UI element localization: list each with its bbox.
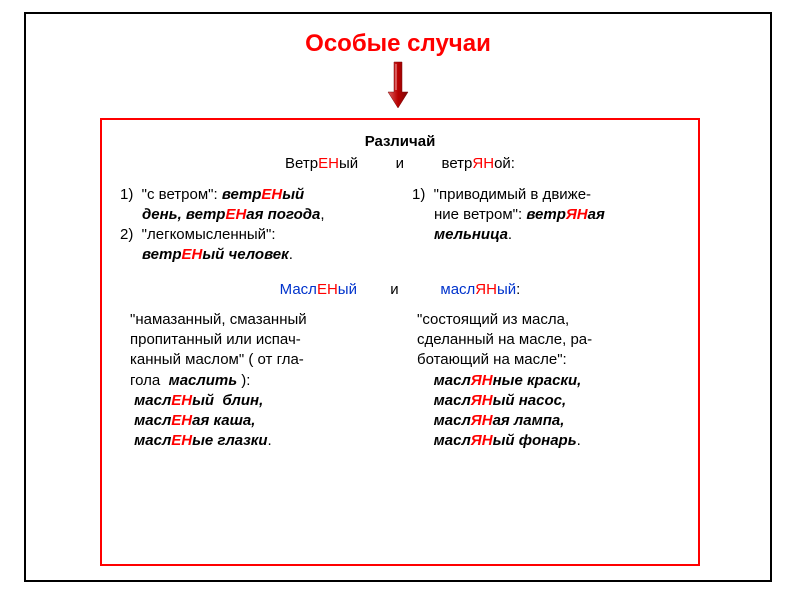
- s2-conj: и: [390, 281, 398, 298]
- s2-right-pre: масл: [440, 281, 475, 298]
- s2r-1: "состоящий из масла,: [417, 310, 680, 330]
- section1-header: Различай: [120, 132, 680, 152]
- s2r-5: маслЯНый насос,: [417, 391, 680, 411]
- s2l-5: маслЕНый блин,: [130, 391, 393, 411]
- s1-right-pre: ветр: [442, 155, 473, 172]
- s1l-line3: 2) "легкомысленный":: [120, 225, 388, 245]
- s2r-6: маслЯНая лампа,: [417, 411, 680, 431]
- s1-right-post: ой: [494, 155, 511, 172]
- s2l-1: "намазанный, смазанный: [130, 310, 393, 330]
- s1r-line2: ние ветром": ветрЯНая: [412, 205, 680, 225]
- s1r-line1: 1) "приводимый в движе-: [412, 185, 680, 205]
- s2l-7: маслЕНые глазки.: [130, 431, 393, 451]
- section2-cols: "намазанный, смазанный пропитанный или и…: [120, 310, 680, 452]
- content-box: Различай ВетрЕНый и ветрЯНой: 1) "с ветр…: [100, 118, 700, 566]
- section1-cols: 1) "с ветром": ветрЕНый день, ветрЕНая п…: [120, 185, 680, 266]
- s2-left-pre: Масл: [280, 281, 317, 298]
- s2l-6: маслЕНая каша,: [130, 411, 393, 431]
- s1-left-hl: ЕН: [318, 155, 339, 172]
- s1-left-col: 1) "с ветром": ветрЕНый день, ветрЕНая п…: [120, 185, 388, 266]
- s2l-3: канный маслом" ( от гла-: [130, 350, 393, 370]
- s1-colon: :: [511, 155, 515, 172]
- s1l-line2: день, ветрЕНая погода,: [120, 205, 388, 225]
- s2-right-col: "состоящий из масла, сделанный на масле,…: [417, 310, 680, 452]
- s1-conj: и: [396, 155, 404, 172]
- s2r-4: маслЯНные краски,: [417, 371, 680, 391]
- s2-left-post: ый: [338, 281, 357, 298]
- s1-right-hl: ЯН: [472, 155, 494, 172]
- down-arrow-icon: [386, 60, 410, 115]
- s1-left-post: ый: [339, 155, 358, 172]
- s2-left-hl: ЕН: [317, 281, 338, 298]
- s2-colon: :: [516, 281, 520, 298]
- s2r-2: сделанный на масле, ра-: [417, 330, 680, 350]
- s2l-2: пропитанный или испач-: [130, 330, 393, 350]
- s2-right-hl: ЯН: [475, 281, 497, 298]
- s2-right-post: ый: [497, 281, 516, 298]
- s1-left-pre: Ветр: [285, 155, 318, 172]
- s1l-line4: ветрЕНый человек.: [120, 245, 388, 265]
- s2-left-col: "намазанный, смазанный пропитанный или и…: [120, 310, 393, 452]
- s1-right-col: 1) "приводимый в движе- ние ветром": вет…: [412, 185, 680, 266]
- outer-frame: Особые случаи Различай ВетрЕНый и ветрЯН…: [24, 12, 772, 582]
- s1l-line1: 1) "с ветром": ветрЕНый: [120, 185, 388, 205]
- s2l-4: гола маслить ):: [130, 371, 393, 391]
- s1r-line3: мельница.: [412, 225, 680, 245]
- page-title: Особые случаи: [26, 30, 770, 58]
- s2r-7: маслЯНый фонарь.: [417, 431, 680, 451]
- section2-pair: МаслЕНый и маслЯНый:: [120, 280, 680, 300]
- section1-pair: ВетрЕНый и ветрЯНой:: [120, 154, 680, 174]
- s2r-3: ботающий на масле":: [417, 350, 680, 370]
